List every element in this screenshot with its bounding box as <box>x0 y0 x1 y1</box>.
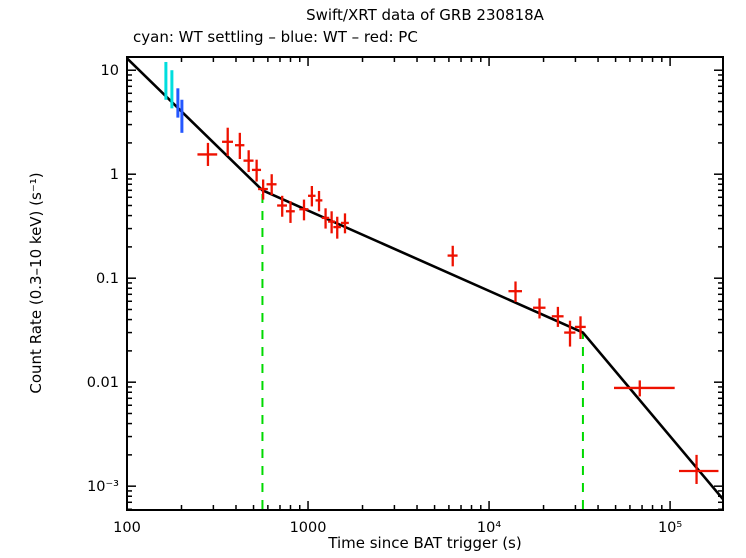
series-pc <box>197 127 719 484</box>
svg-text:1: 1 <box>110 167 119 183</box>
chart-legend: cyan: WT settling – blue: WT – red: PC <box>133 28 418 46</box>
y-tick-labels: 10 1 0.1 0.01 10⁻³ <box>87 63 119 495</box>
svg-text:100: 100 <box>113 520 141 536</box>
series-wt-settling <box>164 61 174 109</box>
series-wt <box>176 88 184 133</box>
axis-ticks <box>126 57 723 510</box>
svg-text:10⁵: 10⁵ <box>658 520 682 536</box>
svg-text:10⁴: 10⁴ <box>477 520 501 536</box>
svg-text:1000: 1000 <box>290 520 327 536</box>
x-tick-labels: 100 1000 10⁴ 10⁵ <box>113 520 682 536</box>
fit-line <box>126 57 724 501</box>
plot-frame <box>126 56 724 511</box>
break-lines <box>261 190 584 509</box>
svg-text:0.01: 0.01 <box>87 375 119 391</box>
chart-title: Swift/XRT data of GRB 230818A <box>306 6 544 24</box>
svg-text:10: 10 <box>101 63 119 79</box>
y-axis-title: Count Rate (0.3–10 keV) (s⁻¹) <box>26 172 45 394</box>
x-axis-title: Time since BAT trigger (s) <box>328 534 522 552</box>
svg-text:0.1: 0.1 <box>96 271 119 287</box>
svg-text:10⁻³: 10⁻³ <box>87 479 119 495</box>
